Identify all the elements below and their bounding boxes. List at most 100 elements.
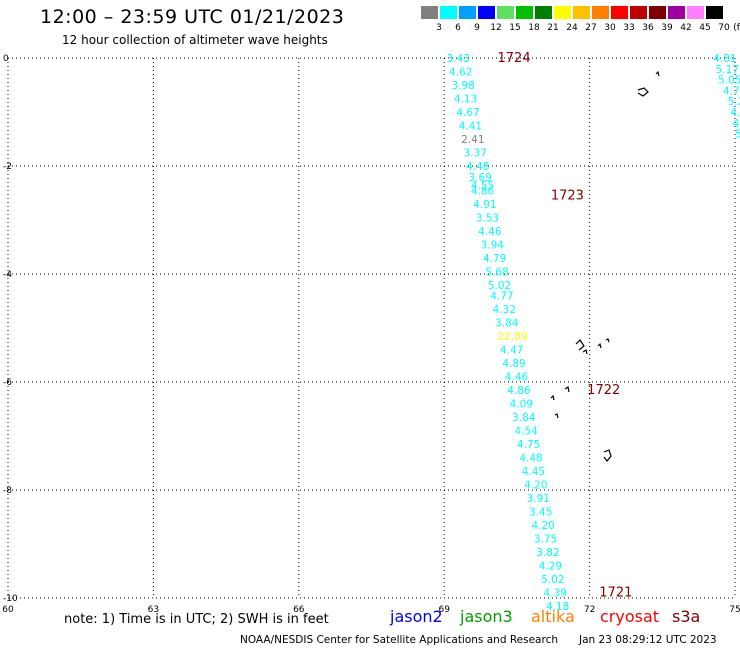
wave-height-label: 4.41 — [459, 121, 482, 133]
legend-swatch — [440, 6, 457, 19]
wave-height-label: 4.91 — [473, 199, 496, 211]
wave-height-label: 4.54 — [514, 426, 538, 438]
wave-height-label: 4.89 — [502, 358, 525, 370]
island-outline — [564, 386, 570, 393]
wave-height-label: 4.47 — [500, 345, 523, 357]
wave-height-label: 4.20 — [524, 480, 547, 492]
wave-height-label: 4.48 — [519, 453, 542, 465]
lon-tick-label: 63 — [148, 605, 159, 615]
legend-label: 36 — [642, 23, 654, 33]
island-outline — [603, 449, 612, 462]
wave-height-label: 4.55 — [471, 180, 494, 192]
legend-swatch — [630, 6, 647, 19]
wave-height-label: 4.75 — [517, 439, 540, 451]
lat-tick-label: -10 — [3, 594, 18, 604]
wave-height-label: 3.98 — [451, 80, 474, 92]
lon-tick-label: 66 — [293, 605, 305, 615]
wave-height-label: 4.8 — [730, 107, 740, 119]
sat-s3a: s3a — [672, 607, 701, 626]
lon-tick-label: 72 — [584, 605, 595, 615]
legend-label: 30 — [604, 23, 616, 33]
legend-label: 12 — [490, 23, 502, 33]
legend-swatch — [687, 6, 704, 19]
wave-height-label: 5.68 — [485, 266, 508, 278]
sat-cryosat: cryosat — [600, 607, 660, 626]
wave-height-label: 4.39 — [544, 588, 567, 600]
wave-height-label: 4.79 — [483, 253, 506, 265]
wave-height-label: 4 — [733, 118, 740, 130]
legend-label: 70 — [718, 23, 730, 33]
legend-label: 42 — [680, 23, 692, 33]
island-outline — [605, 338, 610, 343]
legend-swatch — [459, 6, 476, 19]
wave-height-label: 3.53 — [476, 212, 499, 224]
wave-height-label: 4.32 — [493, 304, 516, 316]
island-outline — [554, 413, 559, 419]
footer-credit: NOAA/NESDIS Center for Satellite Applica… — [240, 634, 558, 646]
wave-height-label: 4.20 — [531, 520, 554, 532]
wave-height-label: 4.77 — [490, 291, 513, 303]
island-outline — [597, 342, 602, 349]
legend-swatch — [611, 6, 628, 19]
island-outline — [575, 339, 585, 351]
footer-timestamp: Jan 23 08:29:12 UTC 2023 — [579, 634, 717, 646]
lon-tick-label: 75 — [729, 605, 740, 615]
wave-height-label: 3.43 — [447, 53, 470, 65]
pass-time-label: 1721 — [599, 586, 632, 601]
sat-altika: altika — [531, 607, 575, 626]
pass-time-label: 1722 — [587, 383, 620, 398]
wave-height-label: 3.45 — [529, 507, 552, 519]
wave-height-label: 3.75 — [534, 534, 557, 546]
legend-label: 18 — [528, 23, 540, 33]
legend-swatch — [554, 6, 571, 19]
wave-height-label: 4.29 — [539, 561, 562, 573]
wave-height-label: 4.48 — [466, 161, 489, 173]
legend-unit: (ft) — [733, 23, 740, 33]
wave-height-label: 3.94 — [481, 239, 505, 251]
lat-tick-label: -2 — [3, 162, 12, 172]
wave-height-label: 22.89 — [498, 331, 528, 343]
legend-label: 9 — [474, 23, 480, 33]
legend-swatch — [649, 6, 666, 19]
wave-height-label: 4.46 — [478, 226, 502, 238]
wave-height-label: 4.86 — [471, 185, 495, 197]
legend-swatch — [497, 6, 514, 19]
wave-height-label: 4.09 — [510, 399, 533, 411]
legend-label: 6 — [455, 23, 461, 33]
map-subtitle: 12 hour collection of altimeter wave hei… — [62, 33, 328, 47]
wave-height-label: 4.62 — [449, 67, 472, 79]
lat-tick-label: 0 — [3, 54, 9, 64]
legend-swatch — [478, 6, 495, 19]
lat-tick-label: -8 — [3, 486, 12, 496]
sat-jason2: jason2 — [390, 607, 443, 626]
lat-tick-label: -4 — [3, 270, 12, 280]
legend-swatch — [535, 6, 552, 19]
wave-height-label: 3.84 — [495, 318, 519, 330]
pass-time-label: 1724 — [498, 51, 531, 66]
wave-height-label: 3.69 — [468, 172, 491, 184]
legend-swatch — [706, 6, 723, 19]
legend-swatch — [592, 6, 609, 19]
island-outline — [582, 349, 588, 355]
note-text: note: 1) Time is in UTC; 2) SWH is in fe… — [64, 612, 329, 627]
map-title: 12:00 – 23:59 UTC 01/21/2023 — [40, 6, 345, 28]
wave-height-label: 4.18 — [546, 601, 569, 613]
lon-tick-label: 60 — [2, 605, 14, 615]
wave-height-label: 4.86 — [507, 385, 531, 397]
island-outline — [655, 70, 660, 77]
wave-height-label: 5.05 — [718, 75, 740, 87]
legend-label: 24 — [566, 23, 578, 33]
legend-label: 21 — [547, 23, 559, 33]
legend-swatch — [573, 6, 590, 19]
wave-height-label: 5.17 — [716, 64, 739, 76]
legend-label: 3 — [436, 23, 442, 33]
wave-height-label: 5.02 — [541, 574, 564, 586]
wave-height-label: 4.46 — [505, 372, 529, 384]
legend-label: 39 — [661, 23, 673, 33]
legend-label: 15 — [509, 23, 521, 33]
lon-tick-label: 69 — [438, 605, 450, 615]
wave-height-label: 3.37 — [464, 148, 487, 160]
wave-height-label: 4.45 — [522, 466, 545, 478]
wave-height-label: 3.82 — [536, 547, 559, 559]
wave-height-label: 5 — [735, 129, 740, 141]
